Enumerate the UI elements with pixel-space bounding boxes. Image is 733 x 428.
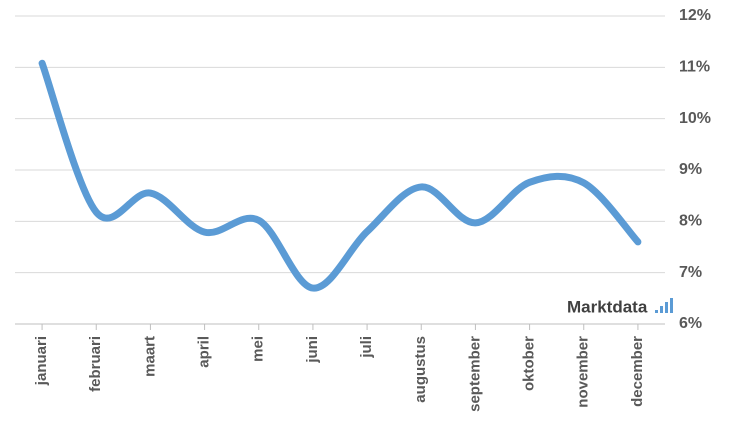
y-tick-label: 10% xyxy=(679,110,711,127)
x-tick-label: juni xyxy=(304,336,321,364)
x-tick-label: februari xyxy=(87,336,104,392)
watermark: Marktdata xyxy=(567,297,673,316)
y-tick-label: 12% xyxy=(679,7,711,24)
y-tick-label: 9% xyxy=(679,161,702,178)
watermark-bar xyxy=(660,306,663,313)
x-tick-label: september xyxy=(466,336,483,412)
x-tick-label: januari xyxy=(33,336,50,386)
x-tick-label: maart xyxy=(141,336,158,377)
y-tick-label: 8% xyxy=(679,213,702,230)
watermark-bar xyxy=(665,302,668,313)
y-tick-label: 6% xyxy=(679,315,702,332)
x-tick-label: mei xyxy=(250,336,267,362)
x-tick-label: oktober xyxy=(521,336,538,391)
watermark-text: Marktdata xyxy=(567,297,648,316)
watermark-bar xyxy=(670,298,673,313)
watermark-dot xyxy=(655,310,658,313)
x-tick-label: april xyxy=(196,336,213,368)
x-tick-label: december xyxy=(629,336,646,407)
line xyxy=(38,59,642,292)
x-tick-label: augustus xyxy=(412,336,429,403)
x-tick-label: november xyxy=(575,336,592,408)
x-tick-label: juli xyxy=(358,336,375,359)
y-tick-label: 7% xyxy=(679,264,702,281)
y-tick-label: 11% xyxy=(679,59,710,76)
